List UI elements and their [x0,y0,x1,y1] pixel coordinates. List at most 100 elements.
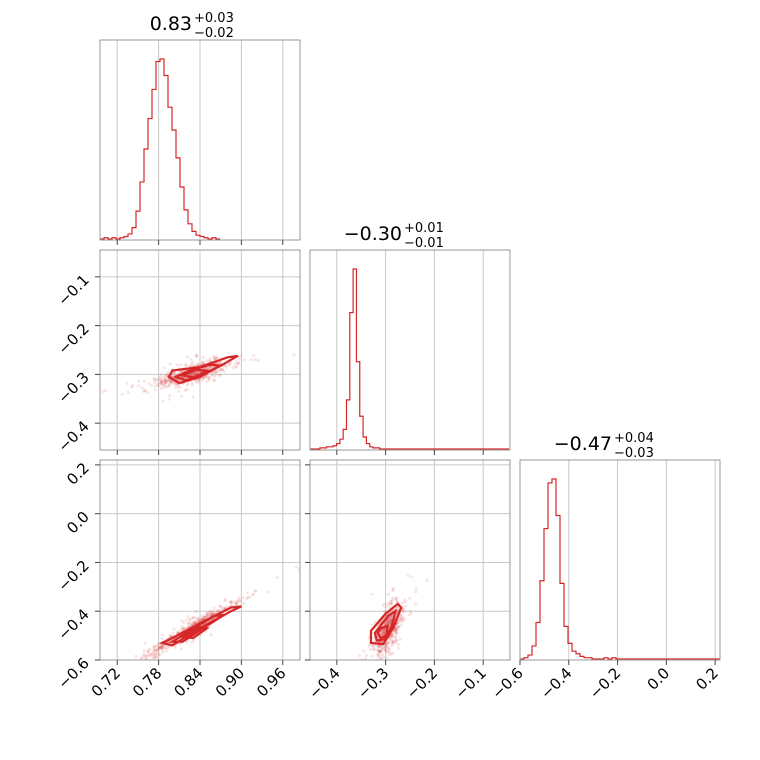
scatter-point [364,657,368,660]
scatter-point [152,649,156,653]
scatter-point [377,644,381,648]
scatter-point [195,370,199,374]
scatter-point [157,652,161,656]
scatter-point [203,375,207,379]
scatter-point [162,378,166,382]
scatter-point [210,612,214,616]
scatter-point [172,370,176,374]
scatter-point [392,586,396,590]
scatter-point [377,649,381,653]
scatter-point [229,600,233,604]
scatter-point [370,654,374,658]
scatter-point [395,621,399,625]
scatter-point [166,371,170,375]
scatter-point [159,644,163,648]
scatter-point [387,619,391,623]
scatter-point [164,646,168,650]
scatter-point [205,359,209,363]
scatter-point [211,610,215,614]
scatter-point [237,599,241,603]
scatter-point [223,598,227,602]
scatter-point [242,358,246,362]
scatter-point [211,612,215,616]
x-tick-label: −0.3 [354,664,392,702]
scatter-point [156,383,160,387]
scatter-point [153,654,157,658]
scatter-point [150,652,154,656]
scatter-point [391,589,395,593]
scatter-point [205,613,209,617]
scatter-point [158,646,162,650]
scatter-point [390,600,394,604]
scatter-point [185,383,189,387]
scatter-point [376,653,380,657]
scatter-point [389,634,393,638]
scatter-point [159,381,163,385]
density-contour [172,363,225,382]
scatter-point [144,657,148,660]
scatter-point [394,628,398,632]
scatter-panel [70,460,300,702]
scatter-point [378,650,382,654]
scatter-point [204,612,208,616]
scatter-point [252,592,256,596]
scatter-panel [310,460,510,661]
scatter-point [399,615,403,619]
scatter-point [235,601,239,605]
scatter-point [234,601,238,605]
scatter-point [200,618,204,622]
scatter-point [208,611,212,615]
scatter-point [383,628,387,632]
scatter-point [383,645,387,649]
scatter-point [381,633,385,637]
x-tick-label: −0.6 [488,664,526,702]
scatter-point [208,610,212,614]
scatter-point [400,615,404,619]
scatter-point [201,360,205,364]
scatter-point [204,366,208,370]
scatter-point [251,593,255,597]
scatter-point [137,384,141,388]
scatter-point [380,633,384,637]
scatter-point [152,378,156,382]
scatter-point [408,609,412,613]
scatter-point [384,649,388,653]
scatter-point [151,653,155,657]
scatter-point [70,699,73,702]
scatter-point [178,385,182,389]
scatter-point [156,384,160,388]
scatter-point [131,661,134,664]
scatter-point [233,365,237,369]
scatter-point [231,600,235,604]
scatter-point [160,646,164,650]
scatter-point [156,647,160,651]
scatter-point [231,365,235,369]
scatter-point [144,657,148,660]
scatter-point [385,619,389,623]
scatter-point [401,619,405,623]
scatter-point [213,354,217,358]
scatter-point [388,617,392,621]
scatter-point [221,366,225,370]
scatter-point [252,354,256,358]
scatter-point [378,649,382,653]
scatter-point [154,652,158,656]
scatter-point [237,361,241,365]
scatter-point [194,370,198,374]
scatter-point [370,623,374,627]
scatter-point [391,640,395,644]
scatter-point [194,371,198,375]
scatter-point [140,656,144,660]
x-tick-label: −0.4 [305,664,343,702]
scatter-point [160,637,164,641]
scatter-point [193,620,197,624]
scatter-point [386,620,390,624]
scatter-point [220,608,224,612]
scatter-point [189,357,193,361]
scatter-point [196,370,200,374]
x-tick-label: 0.90 [212,664,248,700]
scatter-point [141,654,145,658]
scatter-point [391,640,395,644]
scatter-point [390,598,394,602]
scatter-point [208,365,212,369]
